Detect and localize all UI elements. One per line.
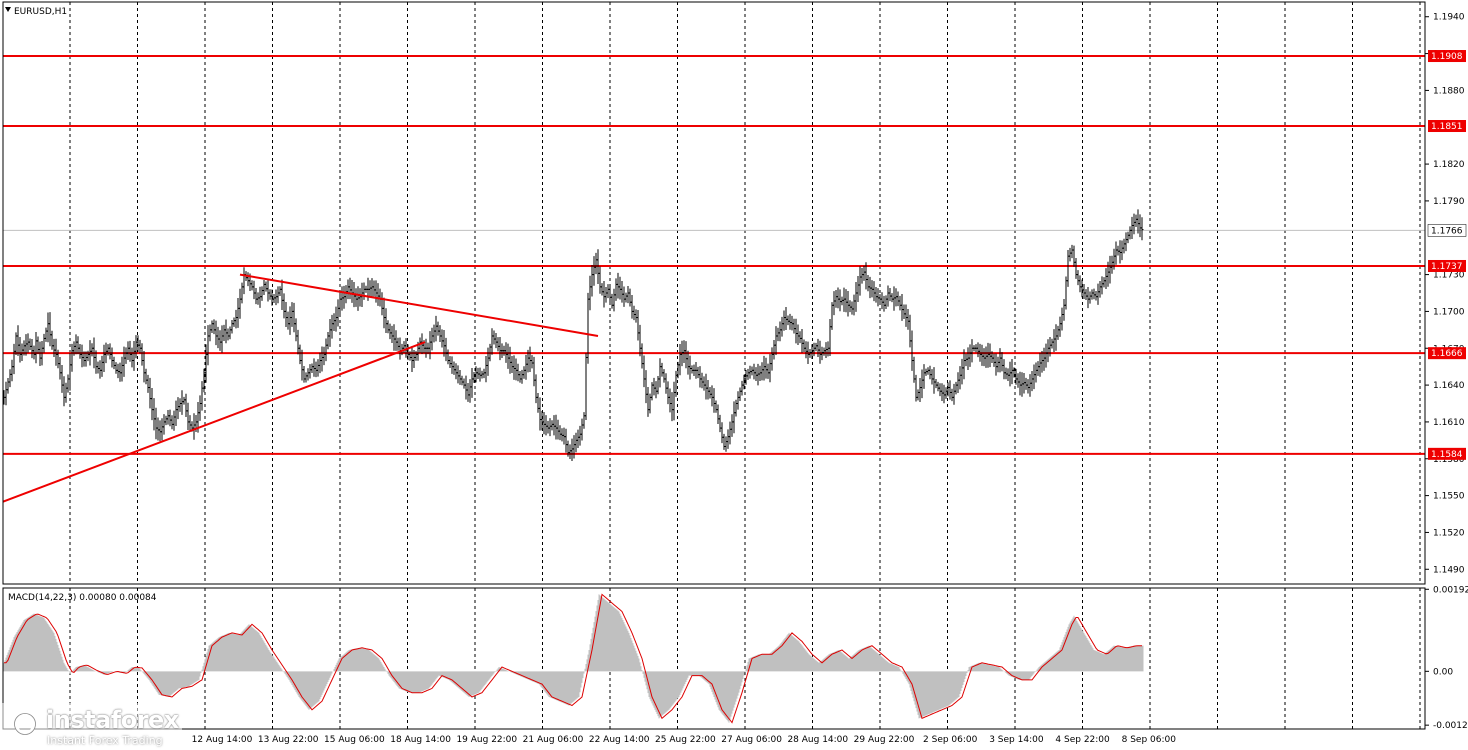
y-tick-label: 1.1880 xyxy=(1433,86,1465,96)
x-tick-label: 8 Sep 06:00 xyxy=(1122,735,1177,745)
y-tick-label: 1.1790 xyxy=(1433,197,1465,207)
y-tick-label: 1.1940 xyxy=(1433,13,1465,23)
y-tick-label: 1.1490 xyxy=(1433,565,1465,575)
macd-y-tick-label: 0.00192 xyxy=(1433,585,1468,595)
instaforex-logo-icon xyxy=(10,709,40,739)
x-tick-label: 13 Aug 22:00 xyxy=(258,735,319,745)
level-price-label: 1.1851 xyxy=(1431,122,1463,132)
macd-y-tick-label: -0.00126 xyxy=(1433,721,1468,731)
x-tick-label: 22 Aug 14:00 xyxy=(589,735,650,745)
level-price-tag xyxy=(1428,447,1466,460)
level-price-tag xyxy=(1428,347,1466,360)
x-tick-label: 12 Aug 14:00 xyxy=(192,735,253,745)
x-tick-label: 28 Aug 14:00 xyxy=(787,735,848,745)
x-tick-label: 18 Aug 14:00 xyxy=(390,735,451,745)
watermark-brand: instaforex xyxy=(46,706,179,734)
x-tick-label: 15 Aug 06:00 xyxy=(324,735,385,745)
macd-y-tick-label: 0.00 xyxy=(1433,667,1453,677)
x-tick-label: 21 Aug 06:00 xyxy=(523,735,584,745)
level-price-label: 1.1666 xyxy=(1431,349,1463,359)
y-tick-label: 1.1640 xyxy=(1433,381,1465,391)
watermark-tagline: Instant Forex Trading xyxy=(47,734,163,747)
level-price-label: 1.1908 xyxy=(1431,52,1463,62)
macd-panel-frame xyxy=(2,587,1426,730)
y-tick-label: 1.1520 xyxy=(1433,528,1465,538)
price-panel-frame xyxy=(2,1,1426,585)
macd-label: MACD(14,22,3) 0.00080 0.00084 xyxy=(8,593,157,603)
y-tick-label: 1.1820 xyxy=(1433,160,1465,170)
x-tick-label: 25 Aug 22:00 xyxy=(655,735,716,745)
y-tick-label: 1.1550 xyxy=(1433,492,1465,502)
y-tick-label: 1.1610 xyxy=(1433,418,1465,428)
symbol-label: EURUSD,H1 xyxy=(14,7,67,17)
watermark: instaforex Instant Forex Trading xyxy=(2,703,182,747)
macd-signal-line xyxy=(4,593,1142,724)
time-axis: 12 Aug 14:00 13 Aug 22:00 15 Aug 06:00 18 A… xyxy=(192,735,1177,745)
x-tick-label: 3 Sep 14:00 xyxy=(989,735,1044,745)
macd-panel[interactable]: 0.00192 0.00 -0.00126 xyxy=(3,585,1468,731)
trendline-resistance[interactable] xyxy=(239,273,599,337)
current-price-label: 1.1766 xyxy=(1431,226,1463,236)
level-price-tag xyxy=(1428,120,1466,133)
y-tick-label: 1.1730 xyxy=(1433,271,1465,281)
level-price-tag xyxy=(1428,50,1466,63)
y-tick-label: 1.1700 xyxy=(1433,307,1465,317)
level-price-label: 1.1737 xyxy=(1431,262,1463,272)
x-tick-label: 19 Aug 22:00 xyxy=(456,735,517,745)
level-price-tag xyxy=(1428,259,1466,272)
price-panel[interactable]: 1.19401.19101.18801.18201.17901.17301.17… xyxy=(2,2,1467,584)
x-tick-label: 2 Sep 06:00 xyxy=(923,735,978,745)
level-price-label: 1.1584 xyxy=(1431,450,1463,460)
x-tick-label: 29 Aug 22:00 xyxy=(854,735,915,745)
x-tick-label: 4 Sep 22:00 xyxy=(1055,735,1110,745)
dropdown-triangle-icon[interactable] xyxy=(5,7,11,12)
current-price-tag xyxy=(1427,224,1467,237)
trendline-support[interactable] xyxy=(2,341,426,503)
x-tick-label: 27 Aug 06:00 xyxy=(721,735,782,745)
